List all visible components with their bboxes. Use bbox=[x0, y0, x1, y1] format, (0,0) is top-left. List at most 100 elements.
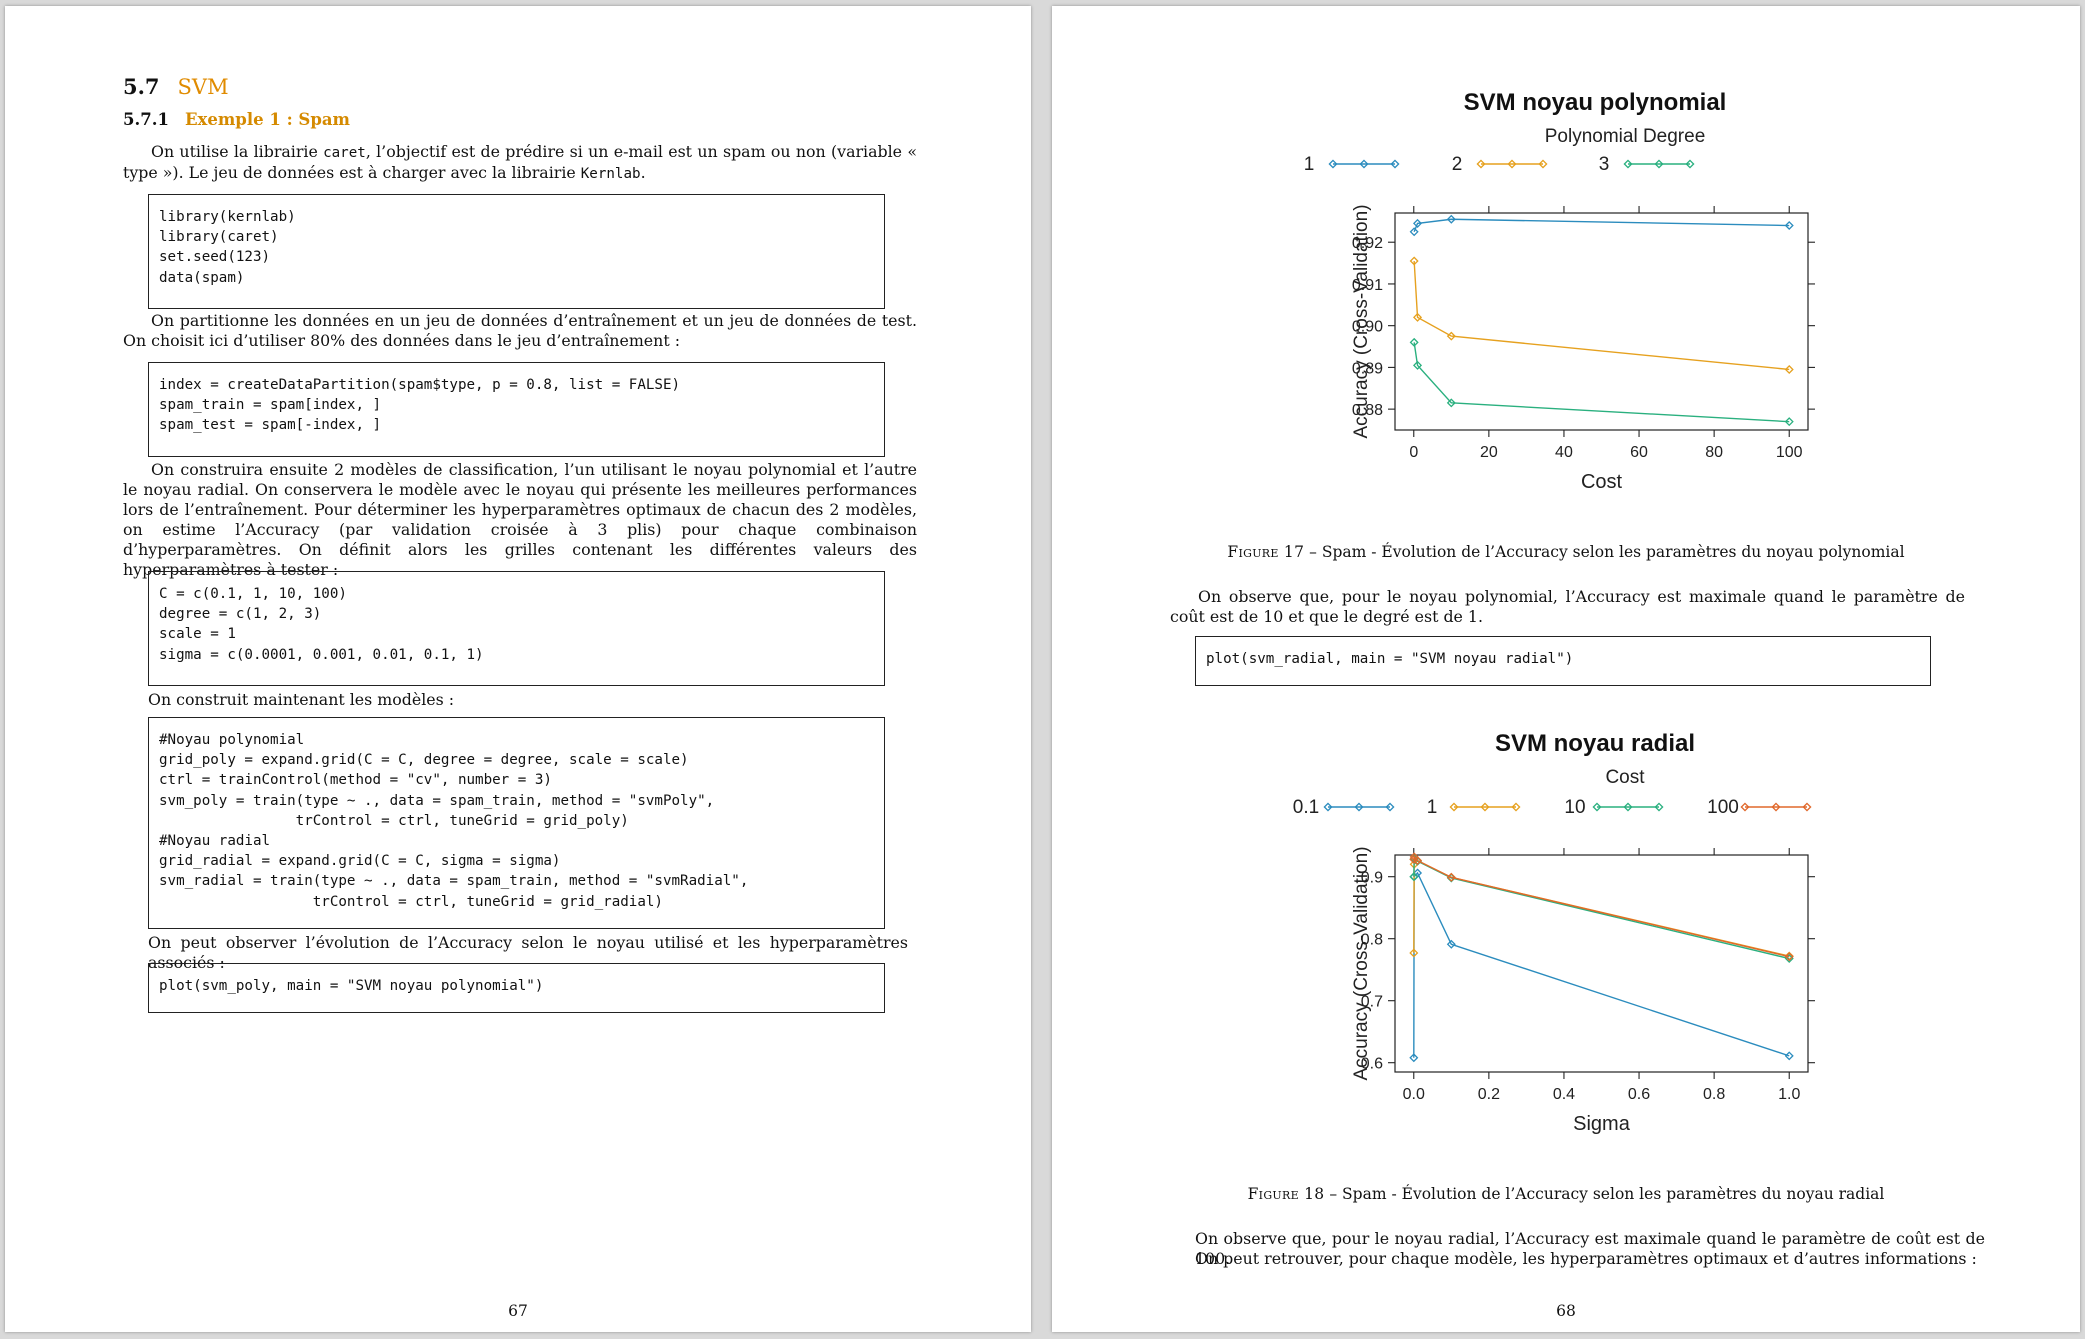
series-line bbox=[1413, 871, 1790, 1058]
legend-marker bbox=[1449, 802, 1459, 812]
y-tick-label: 0.7 bbox=[1361, 994, 1383, 1011]
code-line: scale = 1 bbox=[159, 626, 236, 643]
figure-label: Figure 17 bbox=[1227, 543, 1305, 561]
code-line: trControl = ctrl, tuneGrid = grid_radial… bbox=[159, 893, 663, 910]
x-tick-label: 0.6 bbox=[1628, 1086, 1650, 1103]
data-point bbox=[1409, 256, 1419, 266]
data-point bbox=[1413, 312, 1423, 322]
data-point bbox=[1784, 952, 1794, 962]
chart-svm-radial: SVM noyau radial Cost 0.1 1 10 100 0.0 0.2 0.4 0.… bbox=[1293, 730, 1815, 1135]
x-tick-label: 0.8 bbox=[1703, 1086, 1725, 1103]
y-tick-label: 0.8 bbox=[1361, 932, 1383, 949]
y-tick-label: 0.91 bbox=[1352, 277, 1383, 294]
code-line: ctrl = trainControl(method = "cv", numbe… bbox=[159, 772, 552, 789]
legend-marker bbox=[1592, 802, 1602, 812]
paragraph-hyperparams: On peut retrouver, pour chaque modèle, l… bbox=[1195, 1249, 1977, 1268]
code-line: set.seed(123) bbox=[159, 249, 271, 266]
page-number: 68 bbox=[1556, 1302, 1576, 1320]
data-point bbox=[1784, 364, 1794, 375]
code-line: #Noyau polynomial bbox=[159, 732, 305, 748]
code-inline: Kernlab bbox=[580, 166, 641, 182]
code-line: spam_test = spam[-index, ] bbox=[159, 417, 382, 434]
data-point bbox=[1409, 227, 1419, 237]
code-line: svm_radial = train(type ~ ., data = spam… bbox=[159, 873, 749, 890]
legend-title: Polynomial Degree bbox=[1545, 126, 1706, 147]
x-tick-label: 0.0 bbox=[1403, 1086, 1425, 1103]
code-line: svm_poly = train(type ~ ., data = spam_t… bbox=[159, 792, 715, 809]
code-block-grids: C = c(0.1, 1, 10, 100) degree = c(1, 2, 3… bbox=[148, 571, 885, 686]
legend-label: 10 bbox=[1564, 797, 1585, 818]
y-tick-label: 0.88 bbox=[1352, 402, 1383, 419]
y-tick-label: 0.89 bbox=[1352, 360, 1383, 377]
legend-label: 1 bbox=[1304, 154, 1315, 175]
plot-frame bbox=[1394, 212, 1809, 431]
code-line: C = c(0.1, 1, 10, 100) bbox=[159, 586, 347, 602]
figure18-caption: Figure 18 – Spam - Évolution de l’Accura… bbox=[1052, 1185, 2080, 1203]
code-line: plot(svm_poly, main = "SVM noyau polynom… bbox=[159, 978, 544, 994]
chart-svm-polynomial: SVM noyau polynomial Polynomial Degree 1 2 3… bbox=[1304, 89, 1815, 493]
legend-label: 2 bbox=[1452, 154, 1463, 175]
legend-marker bbox=[1390, 159, 1400, 169]
x-tick-label: 0 bbox=[1409, 444, 1418, 461]
code-line: grid_radial = expand.grid(C = C, sigma =… bbox=[159, 853, 561, 870]
legend-marker bbox=[1623, 802, 1633, 812]
data-point bbox=[1446, 872, 1456, 882]
code-line: plot(svm_radial, main = "SVM noyau radia… bbox=[1206, 651, 1574, 667]
x-tick-label: 80 bbox=[1705, 444, 1723, 461]
code-block-train: #Noyau polynomial grid_poly = expand.grid… bbox=[148, 717, 885, 929]
code-inline: caret bbox=[323, 145, 366, 161]
paragraph-intro: On utilise la librairie caret, l’objecti… bbox=[123, 142, 917, 184]
page-67: 5.7 SVM 5.7.1 Exemple 1 : Spam On utilise … bbox=[5, 6, 1031, 1332]
data-point bbox=[1446, 939, 1456, 949]
y-tick-label: 0.90 bbox=[1352, 319, 1383, 336]
paragraph-observe: On peut observer l’évolution de l’Accura… bbox=[148, 933, 908, 972]
legend-marker bbox=[1507, 159, 1517, 169]
x-tick-label: 0.2 bbox=[1478, 1086, 1500, 1103]
paragraph-partition: On partitionne les données en un jeu de … bbox=[123, 311, 917, 350]
legend-label: 1 bbox=[1427, 797, 1438, 818]
subsection-title: Exemple 1 : Spam bbox=[184, 110, 351, 129]
x-axis-label: Cost bbox=[1581, 471, 1623, 493]
code-line: spam_train = spam[index, ] bbox=[159, 397, 382, 414]
text-run: On utilise la librairie bbox=[151, 142, 324, 161]
section-heading: 5.7 SVM bbox=[123, 74, 229, 99]
paragraph-models: On construira ensuite 2 modèles de class… bbox=[123, 460, 917, 579]
x-tick-label: 0.4 bbox=[1553, 1086, 1575, 1103]
x-tick-label: 40 bbox=[1555, 444, 1573, 461]
data-point bbox=[1413, 360, 1423, 370]
data-point bbox=[1784, 417, 1794, 427]
y-tick-label: 0.6 bbox=[1361, 1056, 1383, 1073]
legend-marker bbox=[1802, 802, 1812, 812]
y-axis-label: Accuracy (Cross-Validation) bbox=[1351, 846, 1372, 1080]
data-point bbox=[1409, 1053, 1419, 1063]
text-run: , l’objectif est de prédire si un e-mail… bbox=[123, 142, 917, 182]
data-point bbox=[1446, 331, 1456, 341]
data-point bbox=[1446, 398, 1456, 408]
code-line: library(caret) bbox=[159, 229, 279, 246]
legend-marker bbox=[1538, 159, 1548, 169]
series-line bbox=[1413, 859, 1790, 957]
x-axis-label: Sigma bbox=[1573, 1113, 1631, 1135]
legend-marker bbox=[1654, 802, 1664, 812]
data-point bbox=[1409, 872, 1419, 882]
legend-label: 3 bbox=[1599, 154, 1610, 175]
legend-label: 0.1 bbox=[1293, 797, 1319, 818]
data-point bbox=[1409, 948, 1419, 958]
code-line: index = createDataPartition(spam$type, p… bbox=[159, 377, 681, 393]
data-point bbox=[1413, 218, 1423, 228]
paragraph-build: On construit maintenant les modèles : bbox=[148, 690, 455, 709]
section-number: 5.7 bbox=[123, 74, 160, 99]
code-line: library(kernlab) bbox=[159, 209, 296, 225]
code-block-load: library(kernlab) library(caret) set.seed(1… bbox=[148, 194, 885, 309]
y-axis-label: Accuracy (Cross-Validation) bbox=[1351, 204, 1372, 438]
code-block-plot-poly: plot(svm_poly, main = "SVM noyau polynom… bbox=[148, 963, 885, 1013]
data-point bbox=[1446, 214, 1456, 224]
legend-marker bbox=[1328, 159, 1338, 169]
legend-marker bbox=[1623, 159, 1633, 169]
legend-marker bbox=[1685, 159, 1695, 169]
section-title: SVM bbox=[177, 75, 229, 99]
legend-marker bbox=[1385, 802, 1395, 812]
chart-title: SVM noyau radial bbox=[1495, 730, 1695, 757]
code-line: sigma = c(0.0001, 0.001, 0.01, 0.1, 1) bbox=[159, 646, 484, 663]
figure-label: Figure 18 bbox=[1247, 1185, 1325, 1203]
